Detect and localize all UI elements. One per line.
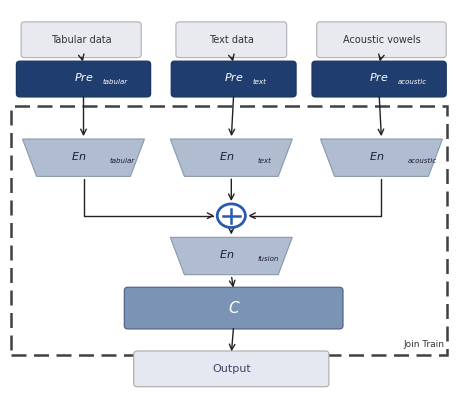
Text: Acoustic vowels: Acoustic vowels (343, 35, 421, 45)
Text: tabular: tabular (110, 158, 135, 164)
Bar (11, 106, 447, 355)
Text: $\mathit{Pre}$: $\mathit{Pre}$ (369, 71, 389, 83)
Text: $\mathit{Pre}$: $\mathit{Pre}$ (74, 71, 93, 83)
Text: C: C (228, 301, 239, 316)
Text: $\mathit{En}$: $\mathit{En}$ (219, 248, 234, 260)
Polygon shape (170, 237, 292, 275)
Polygon shape (170, 139, 292, 176)
Text: Tabular data: Tabular data (51, 35, 111, 45)
FancyBboxPatch shape (176, 22, 287, 58)
FancyBboxPatch shape (21, 22, 141, 58)
Polygon shape (320, 139, 442, 176)
Text: acoustic: acoustic (407, 158, 437, 164)
Text: acoustic: acoustic (398, 79, 427, 85)
Text: Join Train: Join Train (404, 341, 445, 349)
FancyBboxPatch shape (317, 22, 446, 58)
Text: Text data: Text data (209, 35, 254, 45)
Text: $\mathit{En}$: $\mathit{En}$ (71, 150, 86, 162)
FancyBboxPatch shape (124, 287, 343, 329)
FancyBboxPatch shape (171, 61, 296, 97)
Polygon shape (23, 139, 144, 176)
Circle shape (217, 204, 245, 227)
Text: tabular: tabular (102, 79, 127, 85)
FancyBboxPatch shape (17, 61, 151, 97)
Text: text: text (253, 79, 266, 85)
Text: text: text (257, 158, 271, 164)
FancyBboxPatch shape (312, 61, 446, 97)
Text: Output: Output (212, 364, 251, 374)
Text: $\mathit{Pre}$: $\mathit{Pre}$ (224, 71, 244, 83)
Text: $\mathit{En}$: $\mathit{En}$ (369, 150, 384, 162)
Text: $\mathit{En}$: $\mathit{En}$ (219, 150, 234, 162)
Text: fusion: fusion (257, 256, 278, 262)
FancyBboxPatch shape (134, 351, 329, 387)
